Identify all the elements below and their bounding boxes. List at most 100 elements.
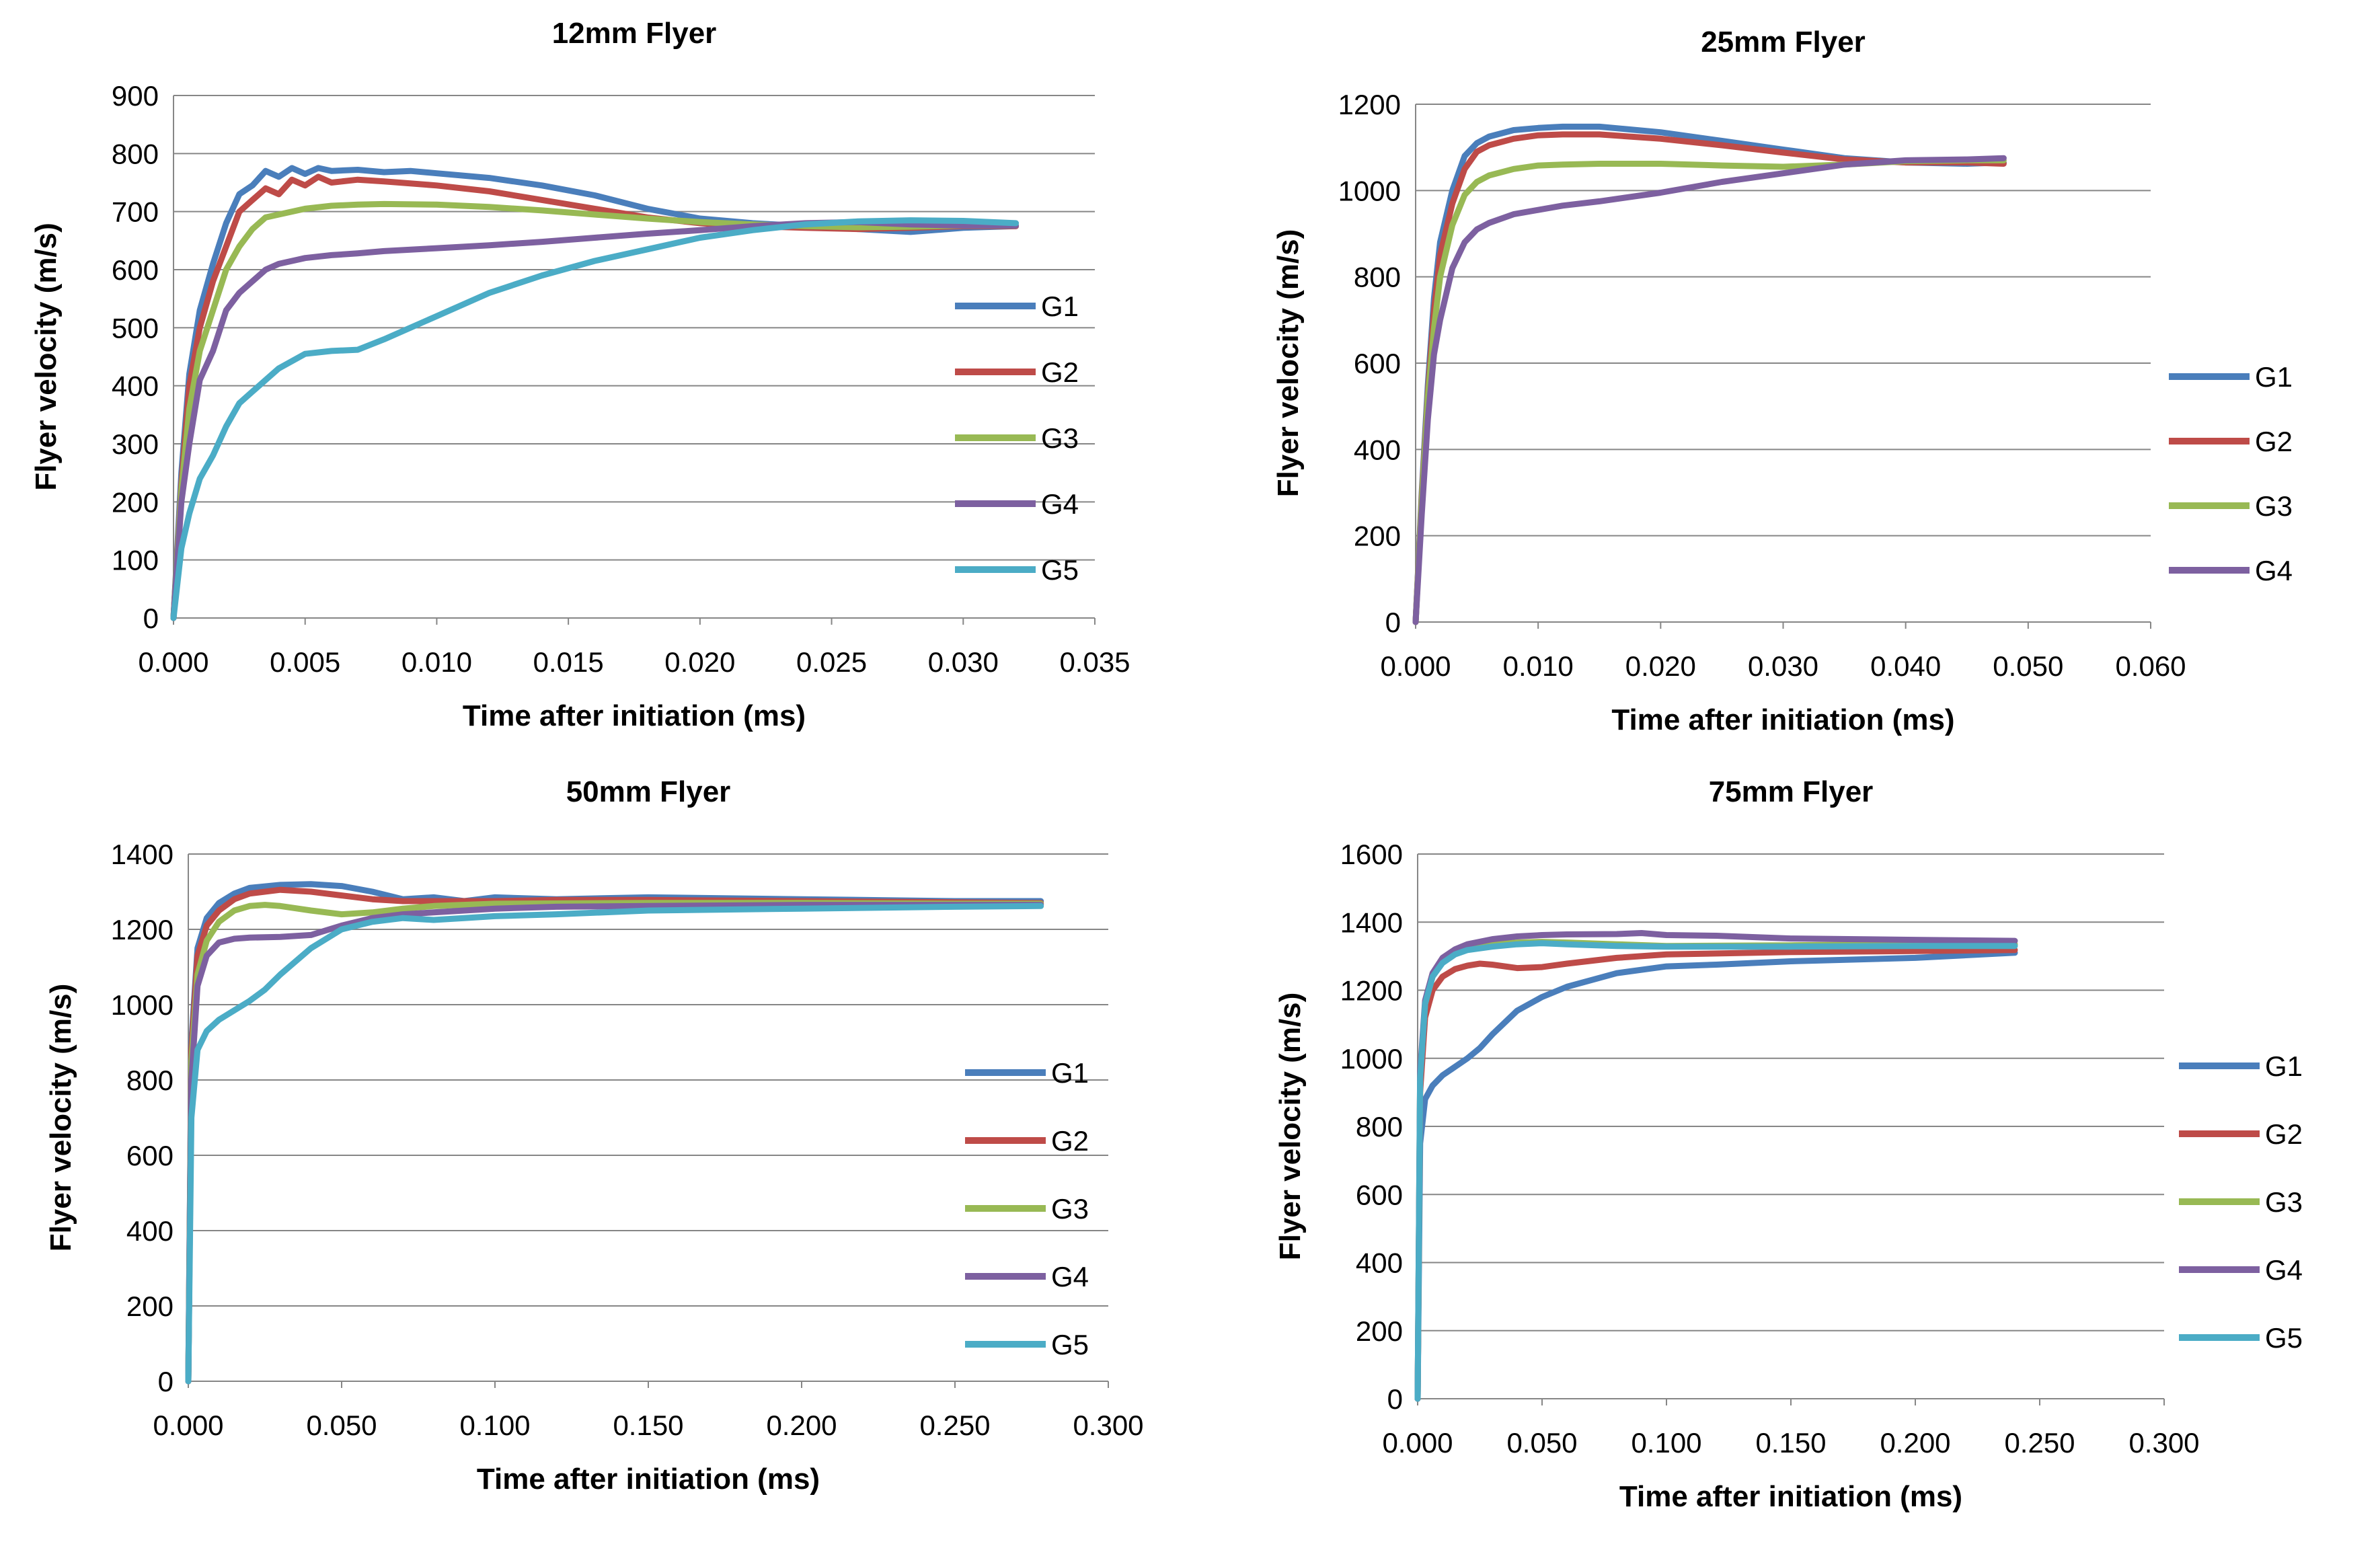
y-axis-label: Flyer velocity (m/s) xyxy=(1274,993,1307,1261)
x-tick-label: 0.040 xyxy=(1870,650,1941,682)
series-line-g3 xyxy=(170,200,1020,621)
x-tick-label: 0.020 xyxy=(1625,650,1696,682)
x-tick-label: 0.010 xyxy=(1503,650,1574,682)
legend-label-g2: G2 xyxy=(2265,1118,2303,1150)
y-tick-label: 1200 xyxy=(1340,975,1403,1007)
chart-title: 12mm Flyer xyxy=(552,17,717,50)
y-tick-label: 1200 xyxy=(111,914,174,945)
chart-75mm-flyer-svg: 75mm Flyer 0 200 400 600 800 1000 1200 1400 1600 0… xyxy=(1274,775,2303,1513)
legend-label-g4: G4 xyxy=(1051,1261,1089,1292)
y-tick-label: 400 xyxy=(1356,1247,1403,1279)
chart-title: 75mm Flyer xyxy=(1709,775,1874,808)
legend-label-g3: G3 xyxy=(2265,1186,2303,1218)
x-tick-label: 0.015 xyxy=(533,646,604,678)
x-tick-label: 0.250 xyxy=(919,1409,990,1441)
legend-label-g2: G2 xyxy=(1051,1125,1089,1157)
chart-title: 50mm Flyer xyxy=(566,775,731,808)
x-tick-label: 0.000 xyxy=(1380,650,1451,682)
y-tick-label: 800 xyxy=(1354,262,1401,293)
legend-label-g3: G3 xyxy=(2255,490,2293,522)
series-line-g1 xyxy=(1414,950,2018,1402)
chart-25mm-flyer: 25mm Flyer 0 200 400 600 800 1000 1200 0.000 0.01… xyxy=(1190,0,2380,773)
x-axis-label: Time after initiation (ms) xyxy=(1619,1480,1962,1513)
series-line-g2 xyxy=(170,173,1020,621)
series-line-g1 xyxy=(1412,123,2007,625)
series-line-g5 xyxy=(1414,940,2018,1402)
series-line-g4 xyxy=(1412,155,2007,625)
legend-label-g4: G4 xyxy=(1041,488,1079,520)
y-tick-label: 800 xyxy=(126,1065,174,1096)
series-line-g2 xyxy=(1414,947,2018,1402)
y-tick-label: 800 xyxy=(112,138,159,169)
x-tick-label: 0.005 xyxy=(270,646,340,678)
x-tick-label: 0.050 xyxy=(306,1409,377,1441)
legend-label-g5: G5 xyxy=(1051,1329,1089,1360)
x-tick-label: 0.030 xyxy=(1748,650,1818,682)
y-tick-label: 0 xyxy=(143,603,159,634)
x-tick-label: 0.100 xyxy=(1631,1427,1701,1459)
series-line-g2 xyxy=(1412,131,2007,625)
series-line-g2 xyxy=(185,886,1044,1385)
x-tick-label: 0.025 xyxy=(796,646,867,678)
x-tick-label: 0.000 xyxy=(1382,1427,1453,1459)
x-tick-label: 0.200 xyxy=(766,1409,837,1441)
y-tick-label: 1200 xyxy=(1338,89,1401,120)
y-axis-label: Flyer velocity (m/s) xyxy=(44,984,77,1252)
y-tick-label: 800 xyxy=(1356,1111,1403,1143)
legend-label-g5: G5 xyxy=(1041,554,1079,586)
series-line-g5 xyxy=(170,217,1020,621)
chart-75mm-flyer: 75mm Flyer 0 200 400 600 800 1000 1200 1400 1600 0… xyxy=(1190,773,2380,1546)
series-line-g4 xyxy=(1414,930,2018,1402)
x-tick-label: 0.300 xyxy=(2128,1427,2199,1459)
y-tick-label: 600 xyxy=(1354,348,1401,379)
y-axis-label: Flyer velocity (m/s) xyxy=(1272,229,1305,498)
y-tick-label: 1000 xyxy=(111,989,174,1021)
x-axis-label: Time after initiation (ms) xyxy=(477,1463,820,1496)
x-tick-label: 0.000 xyxy=(153,1409,223,1441)
x-tick-label: 0.300 xyxy=(1073,1409,1143,1441)
legend-label-g1: G1 xyxy=(2255,361,2293,393)
series-line-g5 xyxy=(185,902,1044,1385)
y-tick-label: 100 xyxy=(112,545,159,576)
x-tick-label: 0.200 xyxy=(1880,1427,1950,1459)
y-tick-label: 0 xyxy=(158,1366,174,1397)
y-tick-label: 400 xyxy=(1354,434,1401,465)
chart-50mm-flyer-svg: 50mm Flyer 0 200 400 600 800 1000 1200 1400 0.000… xyxy=(44,775,1144,1496)
y-tick-label: 600 xyxy=(112,254,159,286)
x-axis-label: Time after initiation (ms) xyxy=(463,699,806,732)
y-tick-label: 200 xyxy=(1354,520,1401,552)
chart-25mm-flyer-svg: 25mm Flyer 0 200 400 600 800 1000 1200 0.000 0.01… xyxy=(1272,26,2293,736)
series-line-g4 xyxy=(170,219,1020,621)
y-tick-label: 400 xyxy=(126,1215,174,1247)
y-tick-label: 200 xyxy=(1356,1315,1403,1347)
x-tick-label: 0.250 xyxy=(2004,1427,2075,1459)
y-tick-label: 0 xyxy=(1385,607,1401,638)
legend-label-g3: G3 xyxy=(1041,422,1079,454)
x-tick-label: 0.100 xyxy=(459,1409,530,1441)
y-tick-label: 0 xyxy=(1387,1383,1403,1415)
x-tick-label: 0.060 xyxy=(2115,650,2186,682)
y-tick-label: 300 xyxy=(112,428,159,460)
legend-label-g5: G5 xyxy=(2265,1322,2303,1354)
y-tick-label: 600 xyxy=(1356,1179,1403,1210)
chart-50mm-flyer: 50mm Flyer 0 200 400 600 800 1000 1200 1400 0.000… xyxy=(0,773,1190,1546)
chart-title: 25mm Flyer xyxy=(1701,26,1866,59)
y-tick-label: 1600 xyxy=(1340,839,1403,870)
x-tick-label: 0.000 xyxy=(138,646,208,678)
x-tick-label: 0.150 xyxy=(613,1409,683,1441)
y-tick-label: 900 xyxy=(112,80,159,112)
y-tick-label: 700 xyxy=(112,196,159,228)
series-line-g3 xyxy=(185,900,1044,1385)
legend-label-g4: G4 xyxy=(2255,555,2293,586)
y-tick-label: 200 xyxy=(126,1290,174,1322)
x-axis-label: Time after initiation (ms) xyxy=(1611,703,1954,736)
y-tick-label: 400 xyxy=(112,371,159,402)
x-tick-label: 0.030 xyxy=(928,646,999,678)
series-line-g4 xyxy=(185,902,1044,1385)
x-tick-label: 0.050 xyxy=(1993,650,2063,682)
x-tick-label: 0.150 xyxy=(1755,1427,1826,1459)
legend-label-g1: G1 xyxy=(1041,291,1079,322)
y-tick-label: 1000 xyxy=(1338,175,1401,206)
x-tick-label: 0.020 xyxy=(664,646,735,678)
